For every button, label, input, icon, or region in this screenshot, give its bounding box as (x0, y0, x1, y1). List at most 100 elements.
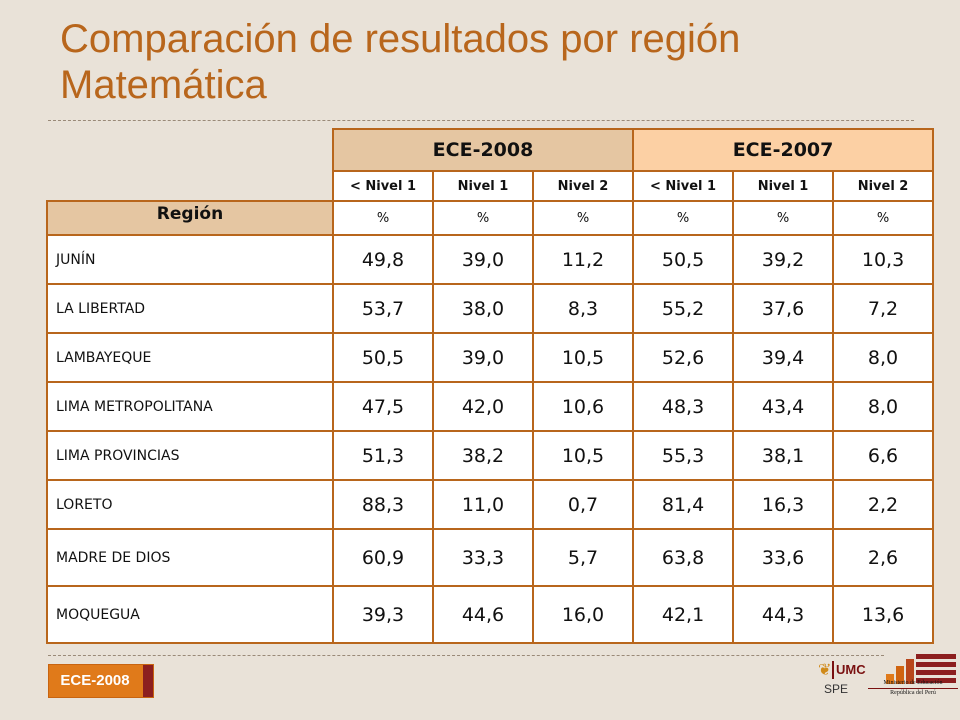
cell-value: 11,2 (531, 234, 635, 285)
cell-value: 39,3 (332, 585, 434, 644)
cell-value: 38,2 (432, 430, 534, 481)
cell-value: 42,0 (432, 381, 534, 432)
umc-figure-icon: ❦ (818, 660, 832, 679)
empty-corner-2 (47, 171, 333, 201)
cell-value: 0,7 (531, 479, 635, 530)
cell-value: 5,7 (531, 528, 635, 587)
title-line-1: Comparación de resultados por región (60, 17, 741, 61)
cell-value: 63,8 (632, 528, 735, 587)
cell-value: 44,6 (432, 585, 534, 644)
ministry-text: Ministerio de Educación (883, 680, 943, 686)
level-header: < Nivel 1 (332, 170, 434, 202)
republic-text: República del Perú (868, 688, 958, 697)
table-row: LAMBAYEQUE 50,5 39,0 10,5 52,6 39,4 8,0 (46, 332, 935, 383)
cell-value: 2,6 (832, 528, 935, 587)
cell-value: 51,3 (332, 430, 434, 481)
cell-value: 10,5 (531, 430, 635, 481)
cell-value: 49,8 (332, 234, 434, 285)
level-header: Nivel 1 (432, 170, 534, 202)
table-row: JUNÍN 49,8 39,0 11,2 50,5 39,2 10,3 (46, 234, 935, 285)
unit-label: % (732, 200, 835, 236)
ece-2008-badge: ECE-2008 (48, 664, 154, 698)
badge-label: ECE-2008 (60, 672, 130, 689)
table-row: MADRE DE DIOS 60,9 33,3 5,7 63,8 33,6 2,… (46, 528, 935, 587)
cell-value: 39,4 (732, 332, 835, 383)
region-name: JUNÍN (46, 234, 334, 285)
table-row: LA LIBERTAD 53,7 38,0 8,3 55,2 37,6 7,2 (46, 283, 935, 334)
unit-label: % (432, 200, 534, 236)
cell-value: 8,3 (531, 283, 635, 334)
group-header-ece-2008: ECE-2008 (331, 128, 635, 172)
table-row: LIMA PROVINCIAS 51,3 38,2 10,5 55,3 38,1… (46, 430, 935, 481)
minedu-bars-icon (886, 654, 956, 684)
cell-value: 7,2 (832, 283, 935, 334)
table-row: MOQUEGUA 39,3 44,6 16,0 42,1 44,3 13,6 (46, 585, 935, 644)
region-name: LAMBAYEQUE (46, 332, 334, 383)
cell-value: 43,4 (732, 381, 835, 432)
cell-value: 6,6 (832, 430, 935, 481)
cell-value: 10,3 (832, 234, 935, 285)
cell-value: 10,6 (531, 381, 635, 432)
cell-value: 33,3 (432, 528, 534, 587)
unit-row: Región % % % % % % (46, 200, 935, 236)
cell-value: 52,6 (632, 332, 735, 383)
cell-value: 60,9 (332, 528, 434, 587)
level-header: < Nivel 1 (632, 170, 735, 202)
cell-value: 16,3 (732, 479, 835, 530)
region-name: LA LIBERTAD (46, 283, 334, 334)
cell-value: 81,4 (632, 479, 735, 530)
table-row: LIMA METROPOLITANA 47,5 42,0 10,6 48,3 4… (46, 381, 935, 432)
cell-value: 47,5 (332, 381, 434, 432)
group-header-row: ECE-2008 ECE-2007 (47, 128, 935, 172)
umc-logo-text: UMC (832, 661, 866, 679)
unit-label: % (332, 200, 434, 236)
cell-value: 38,1 (732, 430, 835, 481)
cell-value: 88,3 (332, 479, 434, 530)
cell-value: 16,0 (531, 585, 635, 644)
cell-value: 44,3 (732, 585, 835, 644)
region-name: MADRE DE DIOS (46, 528, 334, 587)
group-header-ece-2007: ECE-2007 (632, 128, 935, 172)
umc-logo: ❦ UMC SPE (818, 660, 866, 698)
cell-value: 50,5 (332, 332, 434, 383)
level-header-row: < Nivel 1 Nivel 1 Nivel 2 < Nivel 1 Nive… (47, 170, 935, 202)
cell-value: 55,3 (632, 430, 735, 481)
cell-value: 2,2 (832, 479, 935, 530)
cell-value: 33,6 (732, 528, 835, 587)
cell-value: 55,2 (632, 283, 735, 334)
cell-value: 50,5 (632, 234, 735, 285)
cell-value: 10,5 (531, 332, 635, 383)
region-name: LIMA PROVINCIAS (46, 430, 334, 481)
results-table: ECE-2008 ECE-2007 < Nivel 1 Nivel 1 Nive… (46, 128, 935, 644)
region-column-header: Región (46, 200, 334, 236)
level-header: Nivel 1 (732, 170, 835, 202)
empty-corner (47, 129, 333, 171)
cell-value: 48,3 (632, 381, 735, 432)
cell-value: 8,0 (832, 381, 935, 432)
cell-value: 39,0 (432, 234, 534, 285)
cell-value: 11,0 (432, 479, 534, 530)
footer-divider (48, 655, 884, 656)
title-line-2: Matemática (60, 63, 267, 107)
cell-value: 37,6 (732, 283, 835, 334)
region-name: MOQUEGUA (46, 585, 334, 644)
cell-value: 39,0 (432, 332, 534, 383)
unit-label: % (632, 200, 735, 236)
cell-value: 13,6 (832, 585, 935, 644)
region-name: LIMA METROPOLITANA (46, 381, 334, 432)
level-header: Nivel 2 (531, 170, 635, 202)
cell-value: 42,1 (632, 585, 735, 644)
title-divider (48, 120, 914, 121)
ministry-logo: Ministerio de Educación República del Pe… (868, 654, 958, 702)
region-name: LORETO (46, 479, 334, 530)
slide-title: Comparación de resultados por región Mat… (60, 16, 920, 108)
cell-value: 38,0 (432, 283, 534, 334)
cell-value: 53,7 (332, 283, 434, 334)
level-header: Nivel 2 (832, 170, 935, 202)
cell-value: 8,0 (832, 332, 935, 383)
unit-label: % (531, 200, 635, 236)
table-row: LORETO 88,3 11,0 0,7 81,4 16,3 2,2 (46, 479, 935, 530)
badge-stripe (143, 665, 153, 697)
unit-label: % (832, 200, 935, 236)
cell-value: 39,2 (732, 234, 835, 285)
